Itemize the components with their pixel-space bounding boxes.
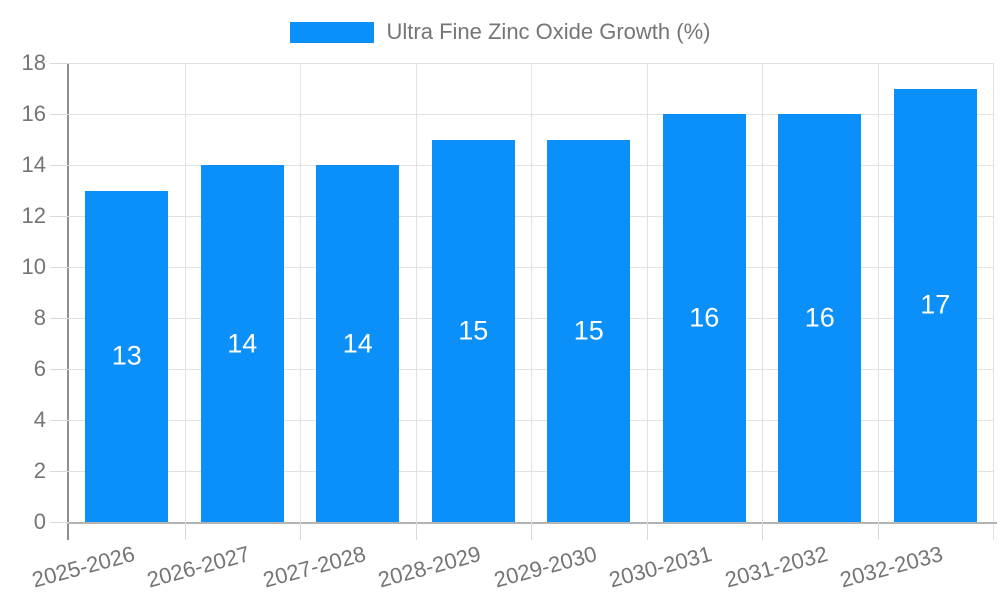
vertical-gridline [762,63,763,522]
bar-value-label: 15 [458,315,489,346]
bar-value-label: 16 [689,302,720,333]
y-axis-tick-label: 8 [33,305,46,330]
bar[interactable]: 15 [547,139,631,522]
x-axis-tick-mark [415,522,417,540]
vertical-gridline [531,63,532,522]
plot-border-right [993,63,994,540]
y-axis-tick-mark [50,522,69,523]
x-axis-tick-mark [762,522,763,540]
vertical-gridline [877,63,879,522]
bar-value-label: 14 [227,328,258,358]
bar-value-label: 14 [342,328,373,358]
x-axis-tick-mark [300,522,301,540]
x-axis-tick-label: 2026-2027 [144,541,253,593]
legend-label: Ultra Fine Zinc Oxide Growth (%) [386,19,711,44]
y-axis-tick-label: 2 [33,458,46,483]
bar-value-label: 17 [920,289,951,320]
bar-value-label: 13 [111,340,142,371]
bar[interactable]: 14 [316,165,400,522]
bar[interactable]: 15 [431,139,515,522]
y-axis-tick-label: 14 [21,152,46,177]
x-axis-tick-mark [531,522,532,540]
bar-value-label: 16 [804,302,835,333]
vertical-gridline [646,63,648,522]
x-axis-tick-mark [646,522,648,540]
y-axis-tick-mark [50,369,69,370]
x-axis-tick-label: 2031-2032 [721,541,830,593]
y-axis-tick-label: 4 [33,407,46,432]
y-axis-tick-mark [50,471,69,472]
y-axis-tick-label: 18 [21,50,46,75]
x-axis-tick-label: 2029-2030 [490,541,599,593]
y-axis-tick-label: 6 [33,356,46,381]
vertical-gridline [415,63,417,522]
y-axis-line [67,63,69,540]
legend-swatch[interactable] [289,21,374,43]
bar[interactable]: 13 [85,190,169,522]
x-axis-tick-mark [184,522,186,540]
y-axis-tick-label: 0 [33,509,46,534]
y-axis-tick-mark [50,318,69,319]
y-axis-tick-mark [50,165,69,166]
y-axis-tick-mark [50,114,69,115]
bar[interactable]: 16 [662,114,746,522]
y-axis-tick-mark [50,267,69,268]
y-axis-tick-mark [50,216,69,217]
x-axis-tick-label: 2032-2033 [837,541,946,593]
y-axis-tick-label: 12 [21,203,46,228]
x-axis-tick-mark [877,522,879,540]
vertical-gridline [300,63,301,522]
bar[interactable]: 14 [200,165,284,522]
x-axis-tick-label: 2028-2029 [375,541,484,593]
x-axis-tick-label: 2025-2026 [28,541,137,593]
x-axis-line [67,522,997,524]
bar-value-label: 15 [573,315,604,346]
plot-area: 13 14 14 15 15 16 16 17 [69,63,993,522]
plot-border-top [69,63,993,64]
vertical-gridline [184,63,186,522]
y-axis-tick-label: 16 [21,101,46,126]
x-axis-tick-label: 2027-2028 [259,541,368,593]
bar[interactable]: 16 [778,114,862,522]
chart-legend[interactable]: Ultra Fine Zinc Oxide Growth (%) [0,13,1000,51]
bar[interactable]: 17 [893,88,977,522]
y-axis-tick-mark [50,420,69,421]
x-axis-tick-label: 2030-2031 [606,541,715,593]
y-axis-tick-mark [50,63,69,64]
y-axis-tick-label: 10 [21,254,46,279]
